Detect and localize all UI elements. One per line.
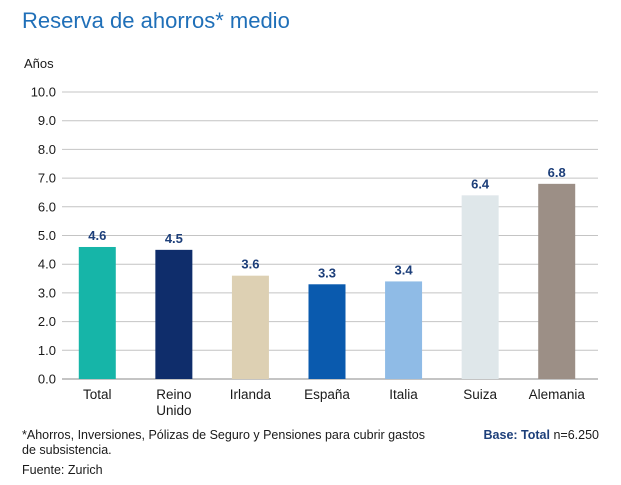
data-label: 6.8 (548, 165, 566, 180)
bar (308, 284, 346, 379)
chart-title: Reserva de ahorros* medio (22, 8, 290, 33)
x-tick-label: Unido (156, 403, 191, 418)
data-label: 3.3 (318, 265, 336, 280)
bar (538, 183, 576, 379)
y-tick-label: 1.0 (38, 343, 56, 358)
bar (78, 246, 116, 379)
y-tick-label: 10.0 (31, 85, 56, 100)
base-value: n=6.250 (553, 428, 599, 442)
base-label: Base: Total (483, 428, 550, 442)
bar (461, 195, 499, 379)
footnote: *Ahorros, Inversiones, Pólizas de Seguro… (22, 428, 425, 457)
y-tick-label: 5.0 (38, 228, 56, 243)
source-note: Fuente: Zurich (22, 463, 103, 477)
y-tick-label: 7.0 (38, 171, 56, 186)
bar (155, 249, 193, 379)
y-tick-label: 8.0 (38, 142, 56, 157)
y-tick-label: 6.0 (38, 199, 56, 214)
bar-chart: 0.0 1.0 2.0 3.0 4.0 5.0 6.0 7.0 8.0 9.0 10.0 4.6 Tot… (31, 85, 598, 418)
base-note: Base: Total n=6.250 (484, 428, 599, 442)
data-label: 4.6 (88, 228, 106, 243)
data-label: 4.5 (165, 231, 183, 246)
x-tick-label: Reino (156, 387, 191, 402)
y-tick-label: 9.0 (38, 113, 56, 128)
x-tick-label: Total (83, 387, 112, 402)
y-tick-label: 4.0 (38, 257, 56, 272)
data-label: 6.4 (471, 176, 490, 191)
data-label: 3.6 (241, 257, 259, 272)
bar (385, 281, 423, 379)
bar (231, 275, 269, 379)
x-tick-label: Alemania (529, 387, 586, 402)
x-tick-label: España (304, 387, 350, 402)
x-tick-label: Italia (389, 387, 418, 402)
y-tick-label: 0.0 (38, 372, 56, 387)
x-tick-label: Suiza (463, 387, 497, 402)
y-tick-label: 2.0 (38, 314, 56, 329)
data-label: 3.4 (395, 262, 414, 277)
y-axis-label: Años (24, 56, 54, 71)
x-tick-label: Irlanda (230, 387, 272, 402)
y-tick-label: 3.0 (38, 285, 56, 300)
